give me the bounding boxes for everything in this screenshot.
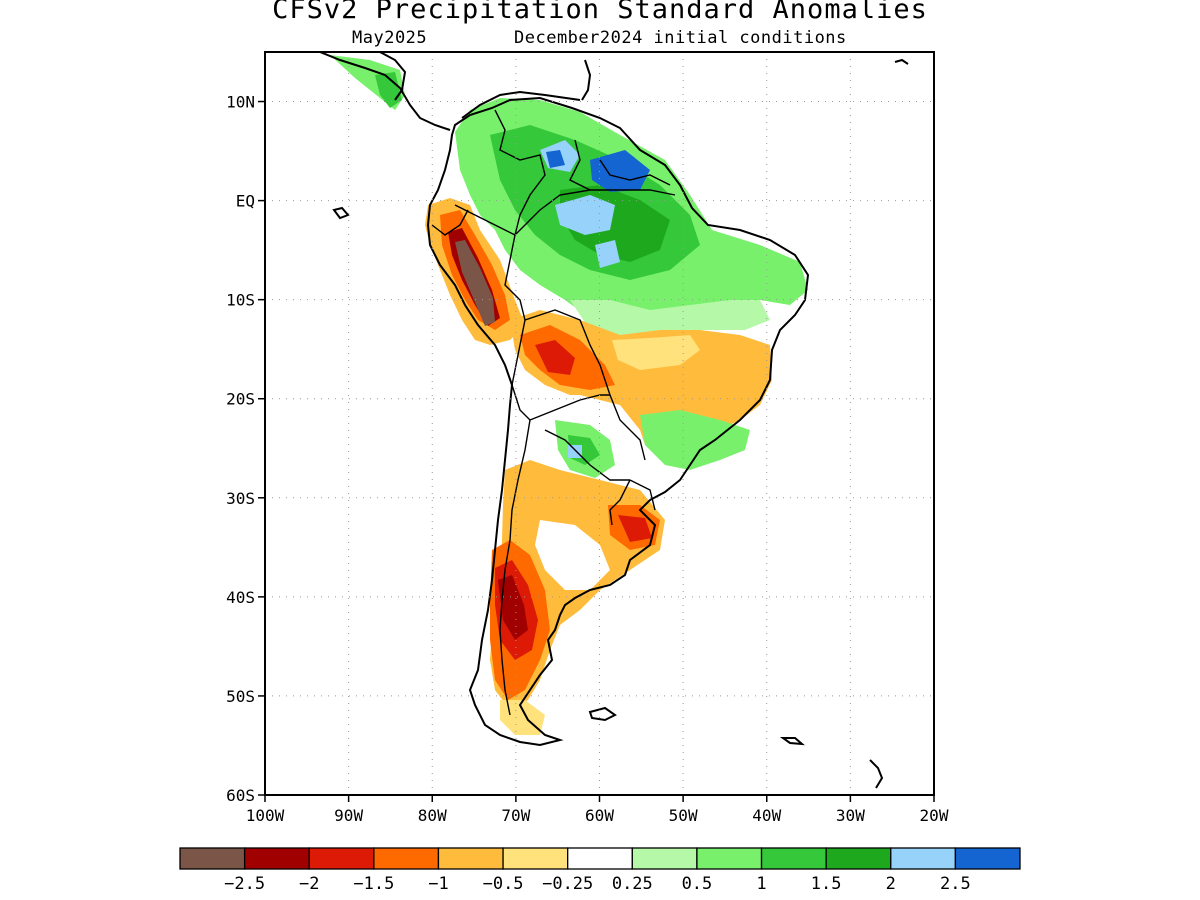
colorbar-swatch <box>373 847 440 870</box>
lon-tick-label: 40W <box>752 806 781 825</box>
border-bolivia-paraguay <box>529 394 610 421</box>
lat-tick-label: EQ <box>236 192 255 211</box>
lat-tick-label: 50S <box>226 687 255 706</box>
lon-tick-label: 30W <box>836 806 865 825</box>
border-paraguay-argentina <box>544 429 630 481</box>
colorbar-swatch <box>825 847 892 870</box>
map-frame <box>264 51 935 796</box>
border-colombia-venezuela <box>494 109 546 236</box>
colorbar-labels: −2.5 −2 −1.5 −1 −0.5 −0.25 0.25 0.5 1 1.5 2 2.5 <box>224 874 971 894</box>
south-georgia <box>779 737 805 746</box>
country-borders <box>431 109 676 716</box>
border-argentina-chile <box>499 419 531 716</box>
border-bolivia-chile <box>511 384 531 421</box>
colorbar-swatch <box>308 847 375 870</box>
lon-tick-label: 60W <box>585 806 614 825</box>
valid-month-subtitle: May2025 <box>352 28 428 48</box>
colorbar-label: −1.5 <box>353 874 394 894</box>
colorbar-swatch <box>631 847 698 870</box>
cape-verde-dots <box>894 58 909 65</box>
colorbar-swatch <box>696 847 763 870</box>
dry-anomaly-patagonia-extreme <box>498 575 528 640</box>
caribbean-islands <box>581 59 592 101</box>
lat-tick-label: 60S <box>226 786 255 805</box>
lat-tick-label: 20S <box>226 390 255 409</box>
colorbar-label: 0.5 <box>682 874 713 894</box>
central-america-coastline <box>319 52 451 131</box>
dry-anomaly-light-ring <box>612 335 700 370</box>
border-brazil-north <box>514 189 676 236</box>
wet-anomaly-deep-blue <box>590 150 650 192</box>
coastlines <box>319 52 909 789</box>
lon-tick-label: 20W <box>920 806 949 825</box>
central-america-coastline-north <box>379 52 407 101</box>
colorbar-swatch <box>760 847 827 870</box>
colorbar-label: −2 <box>299 874 319 894</box>
wet-anomaly-southeast <box>640 410 750 470</box>
anomaly-shading <box>330 55 808 735</box>
lat-tick-label: 10N <box>226 93 255 112</box>
border-peru-bolivia <box>511 319 526 386</box>
colorbar-label: 1 <box>756 874 766 894</box>
lon-tick-label: 70W <box>501 806 530 825</box>
border-uruguay-brazil <box>629 479 656 511</box>
lon-tick-label: 100W <box>246 806 285 825</box>
colorbar-label: −0.25 <box>542 874 593 894</box>
border-paraguay-brazil <box>609 394 646 461</box>
colorbar-label: 1.5 <box>811 874 842 894</box>
neutral-pampas <box>535 520 610 590</box>
colorbar-swatch <box>437 847 504 870</box>
falklands <box>588 706 617 722</box>
colorbar-swatch <box>567 847 633 870</box>
colorbar-label: 0.25 <box>612 874 653 894</box>
longitude-labels: 100W 90W 80W 70W 60W 50W 40W 30W 20W <box>246 806 949 825</box>
atlantic-islands <box>869 759 884 789</box>
wet-anomaly-paraguay-blue <box>568 445 582 458</box>
colorbar-swatch <box>954 847 1021 870</box>
dry-anomaly-andes-extreme <box>455 240 495 326</box>
latitude-labels: 10N EQ 10S 20S 30S 40S 50S 60S <box>226 93 255 805</box>
galapagos <box>332 206 350 220</box>
dry-anomaly-uruguay-strong <box>618 515 652 542</box>
south-america-coastline <box>426 96 810 747</box>
border-guianas <box>599 159 671 186</box>
chart-title: CFSv2 Precipitation Standard Anomalies <box>272 0 928 25</box>
border-colombia-peru <box>454 204 516 236</box>
lat-tick-label: 30S <box>226 489 255 508</box>
colorbar-label: −0.5 <box>483 874 524 894</box>
wet-anomaly-light <box>570 300 770 335</box>
lat-tick-label: 40S <box>226 588 255 607</box>
colorbar <box>179 847 1021 870</box>
border-venezuela-guyana <box>569 139 591 191</box>
wet-anomaly-blue <box>555 195 615 235</box>
border-ecuador-peru <box>431 209 469 236</box>
border-argentina-uruguay <box>609 479 631 526</box>
colorbar-label: 2 <box>886 874 896 894</box>
colorbar-label: −2.5 <box>224 874 265 894</box>
colorbar-label: −1 <box>428 874 448 894</box>
caribbean-coast <box>461 90 581 119</box>
lon-tick-label: 50W <box>669 806 698 825</box>
colorbar-swatch <box>502 847 569 870</box>
colorbar-swatch <box>243 847 310 870</box>
lon-tick-label: 90W <box>334 806 363 825</box>
border-peru-brazil <box>504 234 526 321</box>
lon-tick-label: 80W <box>418 806 447 825</box>
lat-tick-label: 10S <box>226 291 255 310</box>
colorbar-label: 2.5 <box>940 874 971 894</box>
initial-conditions-subtitle: December2024 initial conditions <box>514 28 847 48</box>
border-bolivia-brazil <box>524 309 611 396</box>
wet-anomaly-deep-blue-2 <box>546 150 565 168</box>
colorbar-swatch <box>179 847 246 870</box>
dry-anomaly-central-severe <box>535 340 575 375</box>
wet-anomaly-blue-3 <box>595 240 620 268</box>
colorbar-swatch <box>890 847 957 870</box>
